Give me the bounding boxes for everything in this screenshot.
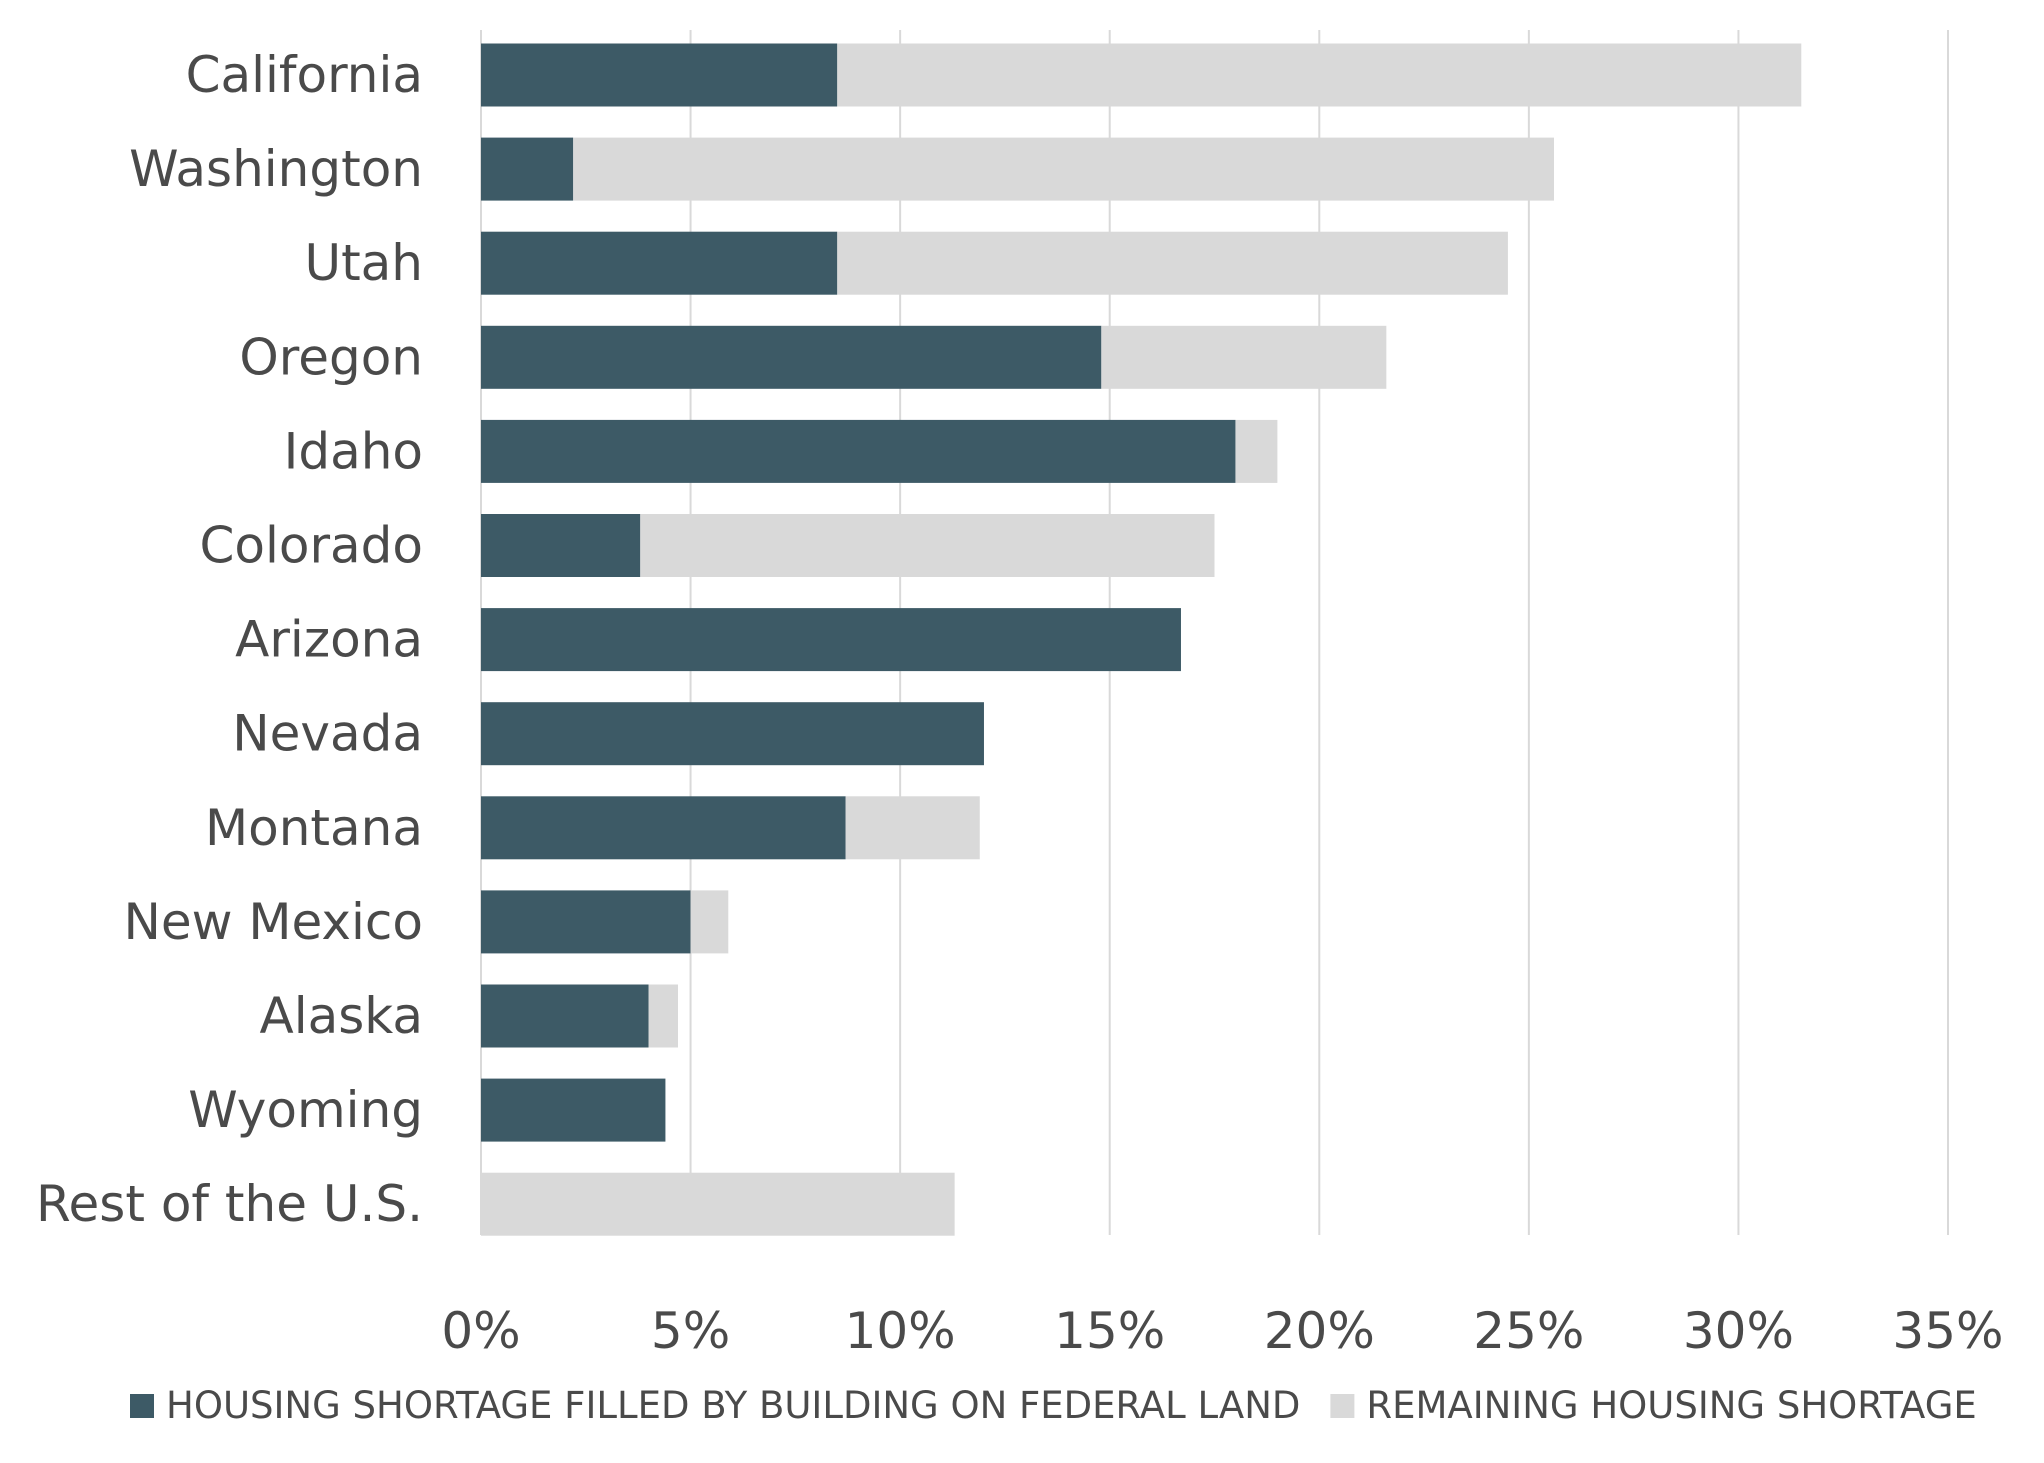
category-label-washington: Washington [129,140,423,198]
legend-label-2: REMAINING HOUSING SHORTAGE [1366,1384,1976,1427]
category-label-nevada: Nevada [232,705,423,763]
legend-swatch-2 [1330,1394,1355,1418]
category-label-california: California [186,46,423,104]
category-label-new-mexico: New Mexico [123,893,423,951]
bar-oregon-series-2 [1101,325,1387,389]
bar-alaska-series-1 [481,984,649,1048]
category-label-montana: Montana [205,799,423,857]
bar-washington-series-2 [573,137,1555,201]
category-label-oregon: Oregon [239,328,423,386]
bar-nevada-series-1 [481,702,984,766]
bar-colorado-series-2 [640,514,1215,577]
x-tick-label-20: 20% [1264,1302,1375,1360]
x-tick-label-35: 35% [1892,1302,2003,1360]
x-tick-label-30: 30% [1683,1302,1794,1360]
x-tick-label-5: 5% [651,1302,730,1360]
bar-california-series-2 [837,43,1802,107]
bar-wyoming-series-1 [481,1078,666,1142]
bar-new-mexico-series-2 [690,890,729,954]
x-tick-label-15: 15% [1054,1302,1165,1360]
x-tick-label-10: 10% [845,1302,956,1360]
bar-california-series-1 [481,43,838,107]
bar-new-mexico-series-1 [481,890,691,954]
category-label-wyoming: Wyoming [188,1081,423,1139]
bar-colorado-series-1 [481,514,641,577]
legend: HOUSING SHORTAGE FILLED BY BUILDING ON F… [130,1384,1977,1427]
bar-alaska-series-2 [648,984,678,1048]
category-label-colorado: Colorado [199,517,423,575]
x-tick-label-0: 0% [441,1302,520,1360]
category-label-utah: Utah [304,234,423,292]
x-tick-label-25: 25% [1473,1302,1584,1360]
category-label-arizona: Arizona [235,611,423,669]
bar-rest-of-the-u-s-series-2 [481,1172,955,1236]
bar-utah-series-1 [481,231,838,295]
legend-swatch-1 [130,1394,154,1418]
category-label-alaska: Alaska [259,987,423,1045]
category-label-rest-of-the-u-s: Rest of the U.S. [36,1175,423,1233]
bar-montana-series-1 [481,796,846,860]
category-label-idaho: Idaho [284,422,423,480]
legend-label-1: HOUSING SHORTAGE FILLED BY BUILDING ON F… [166,1384,1300,1427]
bars [481,43,1802,1236]
category-labels: California Washington Utah Oregon Idaho Color… [36,46,423,1233]
bar-utah-series-2 [837,231,1508,295]
bar-idaho-series-1 [481,419,1236,483]
bar-montana-series-2 [845,796,980,860]
bar-idaho-series-2 [1235,419,1278,483]
bar-washington-series-1 [481,137,574,201]
x-axis-tick-labels: 0% 5% 10% 15% 20% 25% 30% 35% [441,1302,2003,1360]
bar-oregon-series-1 [481,325,1102,389]
bar-arizona-series-1 [481,608,1181,672]
